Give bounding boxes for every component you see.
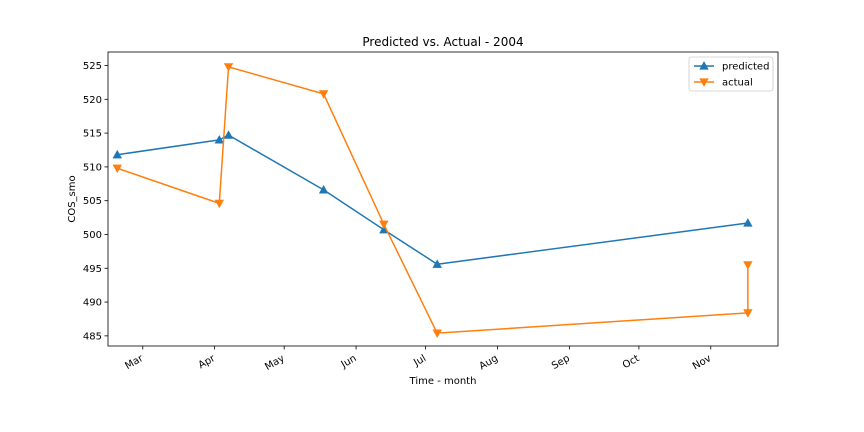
y-tick-label-490: 490 bbox=[83, 298, 102, 309]
y-tick-label-505: 505 bbox=[83, 196, 102, 207]
data-point-predicted-0 bbox=[112, 149, 122, 159]
data-point-predicted-1 bbox=[214, 135, 224, 144]
plot-frame bbox=[107, 51, 779, 347]
data-point-predicted-5 bbox=[432, 259, 442, 268]
series-predicted bbox=[112, 130, 753, 268]
data-point-actual-7 bbox=[743, 261, 753, 270]
y-tick-label-500: 500 bbox=[83, 230, 102, 241]
y-tick-label-520: 520 bbox=[83, 95, 102, 106]
series-line-actual bbox=[117, 66, 749, 334]
x-axis-label: Time - month bbox=[409, 376, 477, 387]
legend: predicted actual bbox=[688, 56, 774, 92]
data-point-actual-3 bbox=[318, 90, 329, 99]
series-actual bbox=[112, 63, 753, 338]
data-point-actual-0 bbox=[112, 164, 122, 174]
y-tick-label-510: 510 bbox=[83, 162, 102, 173]
data-point-actual-1 bbox=[214, 199, 224, 209]
legend-marker-predicted bbox=[699, 61, 709, 70]
data-point-actual-4 bbox=[379, 220, 389, 230]
legend-marker-actual bbox=[699, 78, 709, 87]
legend-label-actual: actual bbox=[722, 78, 753, 89]
data-point-predicted-3 bbox=[318, 185, 329, 194]
y-axis-label: COS_smo bbox=[67, 175, 78, 222]
chart-title: Predicted vs. Actual - 2004 bbox=[362, 35, 523, 49]
data-point-actual-5 bbox=[432, 329, 442, 338]
series-layer bbox=[112, 63, 753, 338]
data-point-actual-6 bbox=[743, 309, 753, 318]
y-tick-label-495: 495 bbox=[83, 264, 102, 275]
data-point-predicted-2 bbox=[223, 130, 234, 139]
y-tick-label-525: 525 bbox=[83, 61, 102, 72]
y-tick-label-485: 485 bbox=[83, 331, 102, 342]
data-point-actual-2 bbox=[223, 63, 234, 72]
legend-label-predicted: predicted bbox=[722, 62, 769, 73]
y-tick-label-515: 515 bbox=[83, 129, 102, 140]
data-point-predicted-6 bbox=[743, 218, 753, 227]
